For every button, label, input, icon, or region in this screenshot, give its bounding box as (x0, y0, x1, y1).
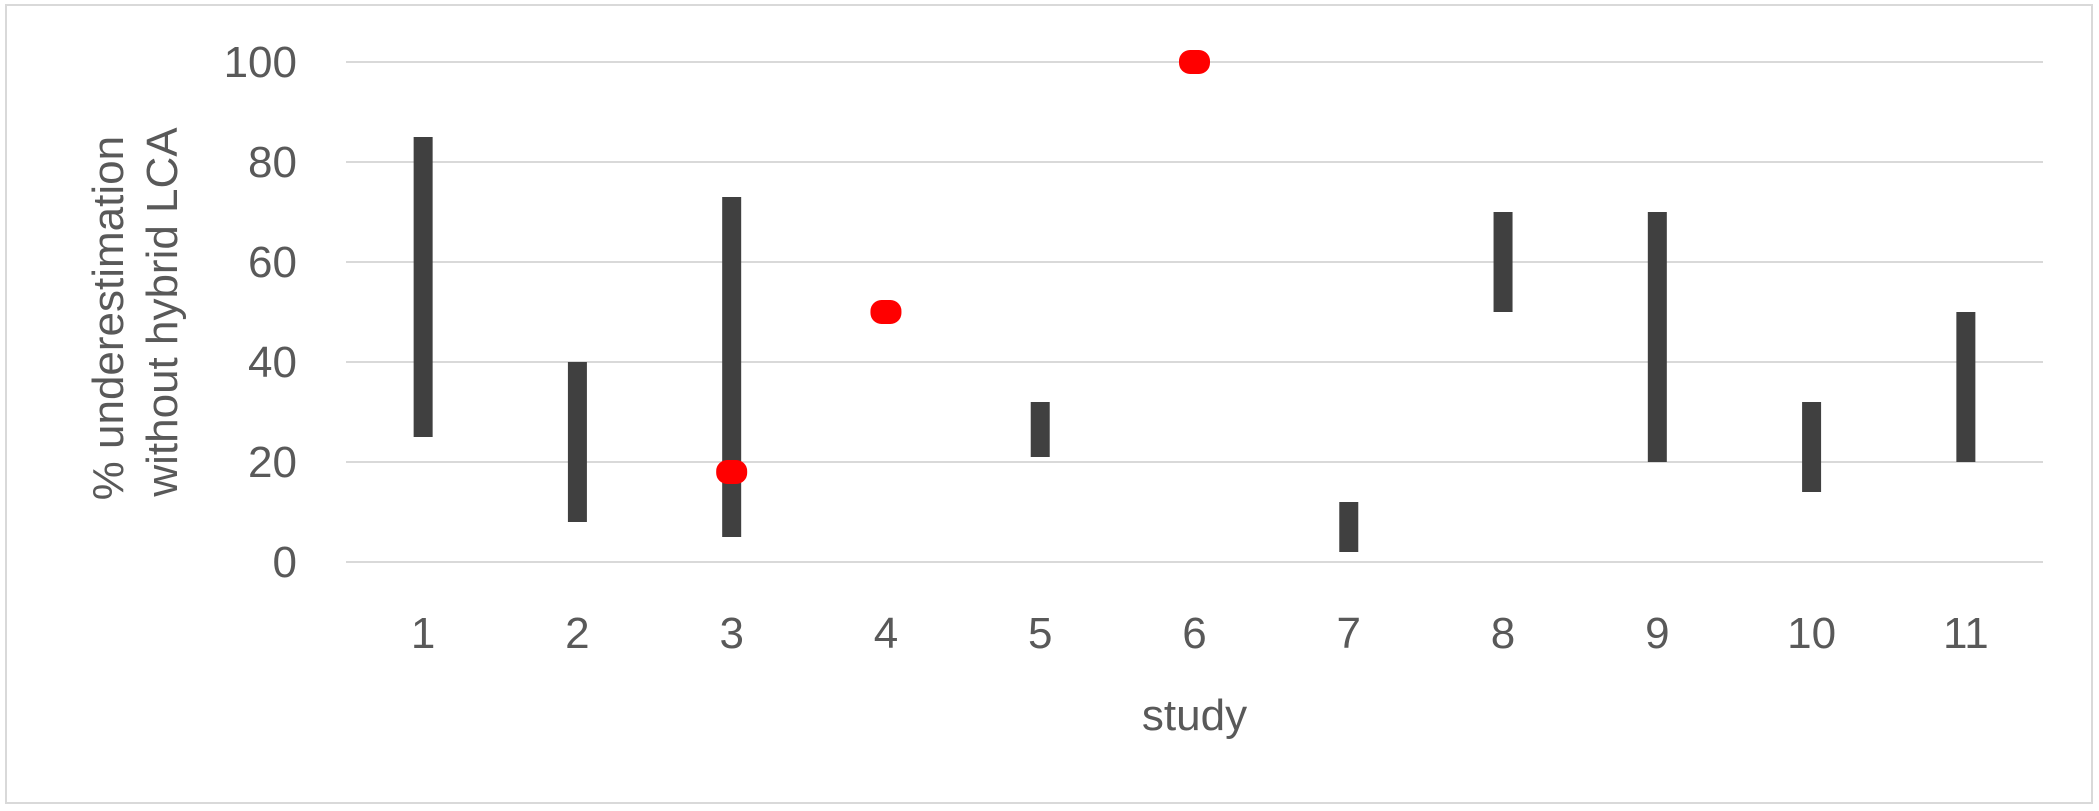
x-tick-label: 9 (1645, 609, 1669, 658)
data-point (716, 460, 748, 484)
x-tick-label: 2 (565, 609, 589, 658)
gridlines (346, 61, 2043, 563)
y-tick-label: 80 (248, 138, 297, 187)
range-bar (1802, 402, 1822, 492)
x-tick-label: 7 (1337, 609, 1361, 658)
data-point (870, 300, 902, 324)
range-bar (1647, 212, 1667, 462)
x-tick-label: 1 (411, 609, 435, 658)
x-tick-label: 10 (1787, 609, 1836, 658)
x-tick-label: 11 (1943, 609, 1989, 658)
range-bar (1956, 312, 1976, 462)
chart-frame: 0 20 40 60 80 100 1 2 3 4 5 6 7 8 9 10 11 study % under… (5, 4, 2093, 804)
x-tick-label: 8 (1491, 609, 1515, 658)
y-axis-title-line-2: without hybrid LCA (138, 127, 187, 498)
y-tick-label: 60 (248, 238, 297, 287)
range-bar (1493, 212, 1513, 312)
y-tick-label: 40 (248, 338, 297, 387)
y-tick-label: 0 (273, 538, 297, 587)
y-axis-title: % underestimation without hybrid LCA (84, 124, 187, 501)
range-bar (567, 362, 587, 522)
range-bar (1030, 402, 1050, 457)
data-point (1179, 50, 1210, 74)
y-tick-labels: 0 20 40 60 80 100 (224, 38, 297, 587)
x-tick-label: 4 (874, 609, 898, 658)
chart-svg: 0 20 40 60 80 100 1 2 3 4 5 6 7 8 9 10 11 study % under… (84, 38, 2043, 740)
range-bar (1339, 502, 1359, 552)
range-bar (413, 137, 433, 437)
x-tick-label: 6 (1182, 609, 1206, 658)
red-points (716, 50, 1210, 484)
x-tick-labels: 1 2 3 4 5 6 7 8 9 10 11 (411, 609, 1989, 658)
range-bar (722, 197, 742, 537)
range-bars (413, 137, 1976, 552)
x-tick-label: 5 (1028, 609, 1052, 658)
x-axis-title: study (1142, 691, 1247, 740)
y-axis-title-line-1: % underestimation (84, 136, 133, 500)
x-tick-label: 3 (719, 609, 743, 658)
y-tick-label: 100 (224, 38, 297, 87)
y-tick-label: 20 (248, 438, 297, 487)
